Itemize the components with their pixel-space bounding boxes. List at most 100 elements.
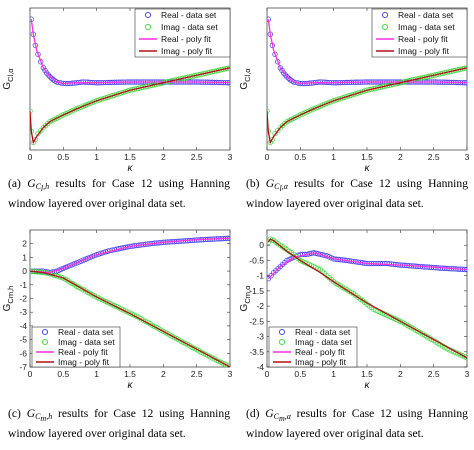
imag-data-set-point [464,355,467,361]
real-data-set-point [272,51,278,57]
caption-tag: (c) [8,407,21,420]
y-tick-label: -2.5 [249,316,264,326]
x-tick-label: 1 [94,369,99,379]
legend-entry: Real - data set [161,10,217,20]
series-group [30,235,230,367]
real-data-set-point [40,65,46,71]
y-tick-label: -4 [256,362,264,372]
x-tick-label: 2.5 [191,369,203,379]
x-axis-label: κ [128,380,134,391]
legend-entry: Real - data set [58,327,114,337]
chart-panel-d: 0 0.5 1 1.5 2 2.5 3 0 -0.5 -1 -1.5 -2 -2.5 -3 -3.5 -4 κ G… [239,229,470,391]
real-poly-fit-line [267,19,467,85]
imag-poly-fit-line [267,67,467,145]
y-tick-label: -4 [19,321,27,331]
series-group [267,16,467,146]
real-poly-fit-line [267,252,467,280]
caption-text: results for Case 12 using Hanning window… [246,407,468,440]
x-tick-label: 2.5 [428,152,440,162]
imag-data-set-point [35,130,41,137]
imag-data-set-point [227,364,230,367]
real-data-set-point [277,65,283,71]
x-axis-label: κ [365,163,371,174]
caption-symbol: GCm,h [26,407,53,423]
caption-a: (a) GCl,h results for Case 12 using Hann… [8,177,230,211]
real-data-set-point [91,252,98,259]
imag-poly-fit-line [30,67,230,145]
caption-text: results for Case 12 using Hanning window… [246,177,468,210]
series-group [267,236,467,361]
real-data-set-point [286,75,292,81]
y-axis-label: GCm,h [2,286,15,312]
x-axis-label: κ [128,163,134,174]
legend-box [371,8,468,58]
legend-entry: Imag - poly fit [295,357,347,367]
chart-panel-a: 0 0.5 1 1.5 2 2.5 3 κ GCl,α Real - data set Imag -… [2,7,233,174]
real-data-set-point [80,257,86,263]
legend-entry: Real - poly fit [161,34,211,44]
x-tick-label: 0 [265,369,270,379]
imag-poly-fit-line [30,270,230,367]
real-data-set-point [71,261,78,267]
caption-b: (b) GCl,α results for Case 12 using Hann… [246,177,468,211]
imag-poly-fit-line [267,238,467,359]
y-tick-label: 0 [22,266,27,276]
legend-entry: Imag - poly fit [58,357,110,367]
y-axis-label: GCl,α [239,68,252,90]
x-tick-label: 2 [161,369,166,379]
y-tick-label: -5 [19,335,27,345]
imag-data-set-point [272,130,278,137]
y-tick-label: -3.5 [249,347,264,357]
x-tick-label: 1 [331,152,336,162]
y-tick-label: -2 [19,294,27,304]
caption-c: (c) GCm,h results for Case 12 using Hann… [8,407,230,441]
legend-entry: Imag - data set [398,22,455,32]
y-axis-label: GCm,α [239,285,252,312]
real-data-set-point [284,74,290,80]
legend-swatch-marker [278,338,286,346]
imag-data-set-point [225,363,230,367]
real-data-set-point [42,67,48,74]
y-tick-label: -1 [256,271,264,281]
legend-entry: Real - data set [295,327,351,337]
caption-d: (d) GCm,α results for Case 12 using Hann… [246,407,468,441]
legend-swatch-marker [381,11,389,19]
x-tick-label: 1.5 [124,369,136,379]
y-tick-label: -1.5 [249,286,264,296]
imag-data-set-point [328,98,335,105]
x-tick-label: 3 [465,369,470,379]
x-tick-label: 1.5 [124,152,136,162]
caption-tag: (b) [246,177,260,190]
caption-tag: (a) [8,177,21,190]
legend-swatch-marker [278,328,286,336]
x-axis-label: κ [365,380,371,391]
imag-data-set-point [38,127,44,134]
legend-entry: Imag - data set [295,337,352,347]
legend-swatch-marker [41,328,49,336]
x-tick-label: 0.5 [57,369,69,379]
x-tick-label: 2 [161,152,166,162]
x-tick-label: 2.5 [191,152,203,162]
caption-symbol: GCl,h [27,177,50,193]
real-poly-fit-line [30,19,230,85]
real-poly-fit-line [30,237,230,274]
y-tick-label: -7 [19,362,27,372]
imag-data-set-point [275,127,281,134]
legend-entry: Real - data set [398,10,454,20]
y-tick-label: 0 [259,240,264,250]
legend-swatch-marker [144,11,152,19]
y-tick-label: 1 [22,252,27,262]
legend-entry: Imag - poly fit [398,46,450,56]
legend-entry: Real - poly fit [295,347,345,357]
x-tick-label: 3 [228,369,233,379]
y-tick-label: -1 [19,280,27,290]
caption-tag: (d) [246,407,260,420]
x-tick-label: 0 [28,152,33,162]
x-tick-label: 3 [228,152,233,162]
caption-symbol: GCl,α [265,177,288,193]
imag-data-set-point [91,98,98,105]
x-tick-label: 3 [465,152,470,162]
